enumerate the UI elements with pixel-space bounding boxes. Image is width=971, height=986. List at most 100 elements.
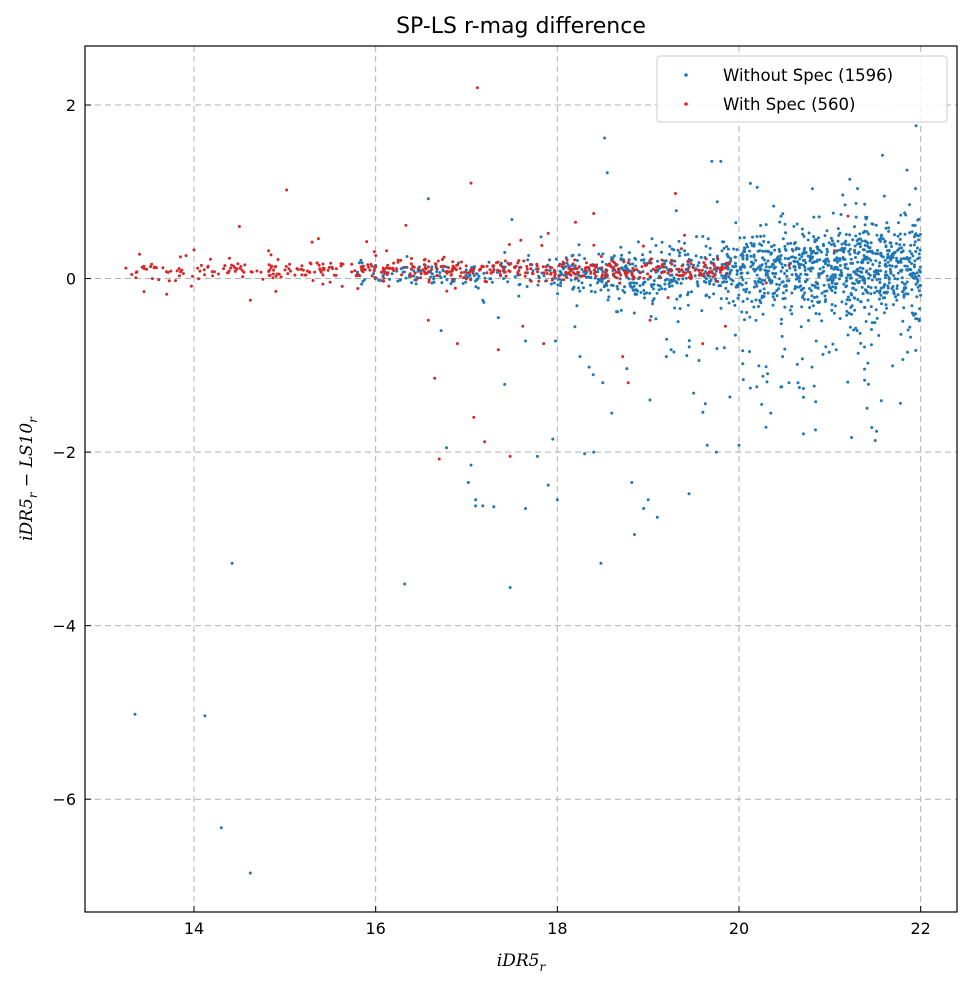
point-with-spec [494, 261, 498, 265]
point-without-spec [816, 245, 820, 249]
point-without-spec [874, 259, 878, 263]
point-without-spec [779, 254, 783, 257]
point-without-spec [774, 272, 778, 275]
point-without-spec [853, 251, 857, 255]
point-without-spec [758, 298, 762, 302]
point-without-spec [495, 270, 499, 274]
point-without-spec [630, 281, 634, 285]
point-with-spec [617, 267, 620, 271]
point-with-spec [437, 457, 441, 461]
point-without-spec [525, 285, 529, 288]
point-without-spec [677, 277, 681, 281]
point-with-spec [626, 261, 630, 265]
point-without-spec [674, 280, 678, 284]
point-without-spec [761, 312, 765, 316]
point-without-spec [561, 267, 565, 271]
point-with-spec [614, 270, 618, 274]
point-without-spec [809, 269, 813, 273]
point-without-spec [690, 258, 693, 262]
point-with-spec [621, 355, 625, 359]
point-without-spec [859, 270, 863, 274]
point-with-spec [640, 265, 644, 269]
point-without-spec [816, 286, 820, 290]
point-without-spec [551, 437, 555, 441]
point-without-spec [823, 290, 826, 293]
point-with-spec [142, 264, 146, 268]
point-without-spec [780, 262, 784, 266]
point-without-spec [863, 257, 867, 261]
point-without-spec [669, 348, 673, 352]
point-without-spec [908, 273, 912, 277]
point-without-spec [869, 241, 873, 245]
point-without-spec [891, 364, 895, 368]
point-without-spec [733, 333, 737, 337]
point-without-spec [539, 235, 543, 239]
point-without-spec [835, 260, 839, 264]
point-without-spec [867, 312, 871, 316]
point-without-spec [619, 308, 623, 312]
point-with-spec [660, 258, 664, 262]
point-without-spec [726, 247, 730, 251]
point-without-spec [731, 279, 735, 283]
point-without-spec [845, 279, 849, 283]
point-without-spec [797, 253, 801, 257]
point-without-spec [714, 450, 718, 454]
point-with-spec [503, 259, 507, 263]
point-without-spec [910, 304, 914, 308]
point-without-spec [766, 249, 769, 253]
point-with-spec [242, 270, 246, 274]
point-without-spec [780, 280, 784, 284]
point-with-spec [548, 265, 552, 269]
point-with-spec [727, 262, 731, 266]
point-with-spec [683, 271, 687, 275]
point-without-spec [472, 274, 476, 278]
point-without-spec [722, 246, 726, 250]
point-without-spec [646, 498, 650, 502]
point-without-spec [577, 243, 581, 247]
point-with-spec [491, 264, 495, 268]
point-with-spec [718, 268, 722, 272]
point-without-spec [748, 249, 752, 253]
point-without-spec [831, 342, 835, 346]
point-with-spec [610, 259, 614, 263]
point-with-spec [638, 275, 642, 279]
point-without-spec [878, 297, 881, 301]
point-without-spec [768, 279, 772, 283]
point-without-spec [676, 320, 680, 324]
point-without-spec [891, 255, 895, 259]
point-with-spec [465, 271, 469, 275]
point-without-spec [402, 270, 406, 274]
point-without-spec [834, 285, 838, 289]
point-without-spec [874, 271, 878, 275]
point-without-spec [692, 391, 696, 395]
point-without-spec [916, 285, 920, 289]
point-without-spec [753, 280, 757, 283]
point-without-spec [372, 272, 376, 275]
point-with-spec [561, 260, 565, 264]
point-without-spec [605, 171, 609, 175]
point-without-spec [584, 275, 588, 279]
point-with-spec [452, 265, 456, 269]
point-with-spec [718, 270, 722, 274]
point-without-spec [743, 318, 746, 322]
point-without-spec [715, 200, 719, 204]
point-without-spec [469, 463, 473, 467]
point-without-spec [803, 258, 806, 262]
point-without-spec [635, 281, 639, 285]
point-with-spec [363, 268, 367, 272]
point-with-spec [237, 225, 241, 228]
point-without-spec [841, 193, 845, 197]
point-without-spec [481, 504, 485, 508]
point-without-spec [749, 241, 753, 245]
point-without-spec [742, 236, 746, 240]
point-without-spec [399, 267, 403, 271]
point-without-spec [855, 272, 859, 276]
point-without-spec [705, 443, 709, 447]
point-without-spec [821, 352, 825, 356]
point-without-spec [672, 350, 676, 354]
point-without-spec [604, 281, 608, 285]
point-without-spec [616, 287, 620, 291]
point-with-spec [622, 259, 626, 263]
point-with-spec [686, 260, 690, 263]
point-with-spec [350, 270, 354, 274]
